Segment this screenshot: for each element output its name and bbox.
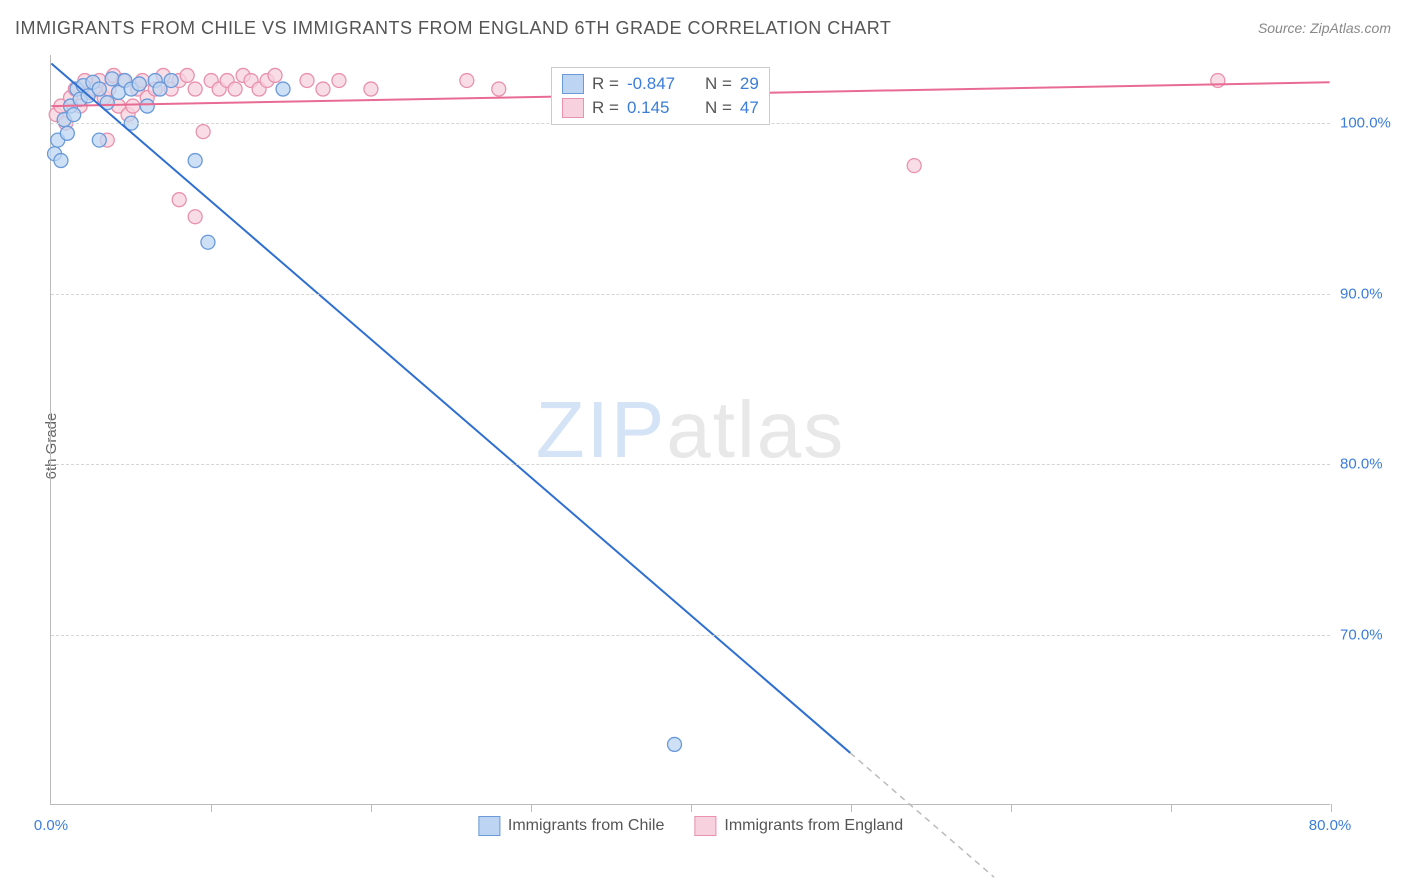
x-tick (691, 804, 692, 812)
data-point (132, 77, 146, 91)
n-value-england: 47 (740, 98, 759, 118)
gridline (51, 635, 1330, 636)
y-tick-label: 80.0% (1340, 456, 1400, 473)
data-point (54, 154, 68, 168)
x-tick (371, 804, 372, 812)
data-point (276, 82, 290, 96)
data-point (201, 235, 215, 249)
legend-row-chile: R = -0.847 N = 29 (562, 72, 759, 96)
y-tick-label: 70.0% (1340, 626, 1400, 643)
swatch-chile (562, 74, 584, 94)
data-point (180, 68, 194, 82)
n-label-england: N = (705, 98, 732, 118)
data-point (316, 82, 330, 96)
data-point (92, 82, 106, 96)
x-tick (1011, 804, 1012, 812)
x-tick (531, 804, 532, 812)
data-point (92, 133, 106, 147)
swatch-chile-bottom (478, 816, 500, 836)
data-point (126, 99, 140, 113)
n-value-chile: 29 (740, 74, 759, 94)
r-value-england: 0.145 (627, 98, 697, 118)
data-point (164, 74, 178, 88)
plot-area: ZIPatlas 70.0%80.0%90.0%100.0% 0.0% 80.0… (50, 55, 1330, 805)
y-tick-label: 100.0% (1340, 115, 1400, 132)
data-point (907, 159, 921, 173)
data-point (172, 193, 186, 207)
data-point (188, 82, 202, 96)
r-label-chile: R = (592, 74, 619, 94)
x-tick (211, 804, 212, 812)
data-point (67, 108, 81, 122)
legend-row-england: R = 0.145 N = 47 (562, 96, 759, 120)
swatch-england-bottom (694, 816, 716, 836)
x-tick (1331, 804, 1332, 812)
legend-label-england: Immigrants from England (724, 817, 903, 835)
data-point (140, 99, 154, 113)
data-point (196, 125, 210, 139)
r-value-chile: -0.847 (627, 74, 697, 94)
gridline (51, 294, 1330, 295)
data-point (364, 82, 378, 96)
data-point (188, 154, 202, 168)
series-legend: Immigrants from Chile Immigrants from En… (478, 816, 903, 836)
n-label-chile: N = (705, 74, 732, 94)
trend-line (51, 64, 850, 753)
data-point (228, 82, 242, 96)
y-tick-label: 90.0% (1340, 285, 1400, 302)
data-point (268, 68, 282, 82)
data-point (188, 210, 202, 224)
gridline (51, 464, 1330, 465)
data-point (300, 74, 314, 88)
data-point (60, 126, 74, 140)
legend-item-chile: Immigrants from Chile (478, 816, 664, 836)
legend-label-chile: Immigrants from Chile (508, 817, 664, 835)
data-point (1211, 74, 1225, 88)
legend-item-england: Immigrants from England (694, 816, 903, 836)
x-tick (851, 804, 852, 812)
correlation-legend-box: R = -0.847 N = 29 R = 0.145 N = 47 (551, 67, 770, 125)
chart-container: IMMIGRANTS FROM CHILE VS IMMIGRANTS FROM… (0, 0, 1406, 892)
r-label-england: R = (592, 98, 619, 118)
x-tick (1171, 804, 1172, 812)
data-point (492, 82, 506, 96)
x-axis-max-label: 80.0% (1309, 817, 1352, 834)
source-attribution: Source: ZipAtlas.com (1258, 20, 1391, 36)
data-point (460, 74, 474, 88)
data-point (332, 74, 346, 88)
chart-title: IMMIGRANTS FROM CHILE VS IMMIGRANTS FROM… (15, 18, 891, 39)
x-axis-min-label: 0.0% (34, 817, 68, 834)
swatch-england (562, 98, 584, 118)
data-point (668, 737, 682, 751)
scatter-chart-svg (51, 55, 1330, 804)
data-point (105, 72, 119, 86)
